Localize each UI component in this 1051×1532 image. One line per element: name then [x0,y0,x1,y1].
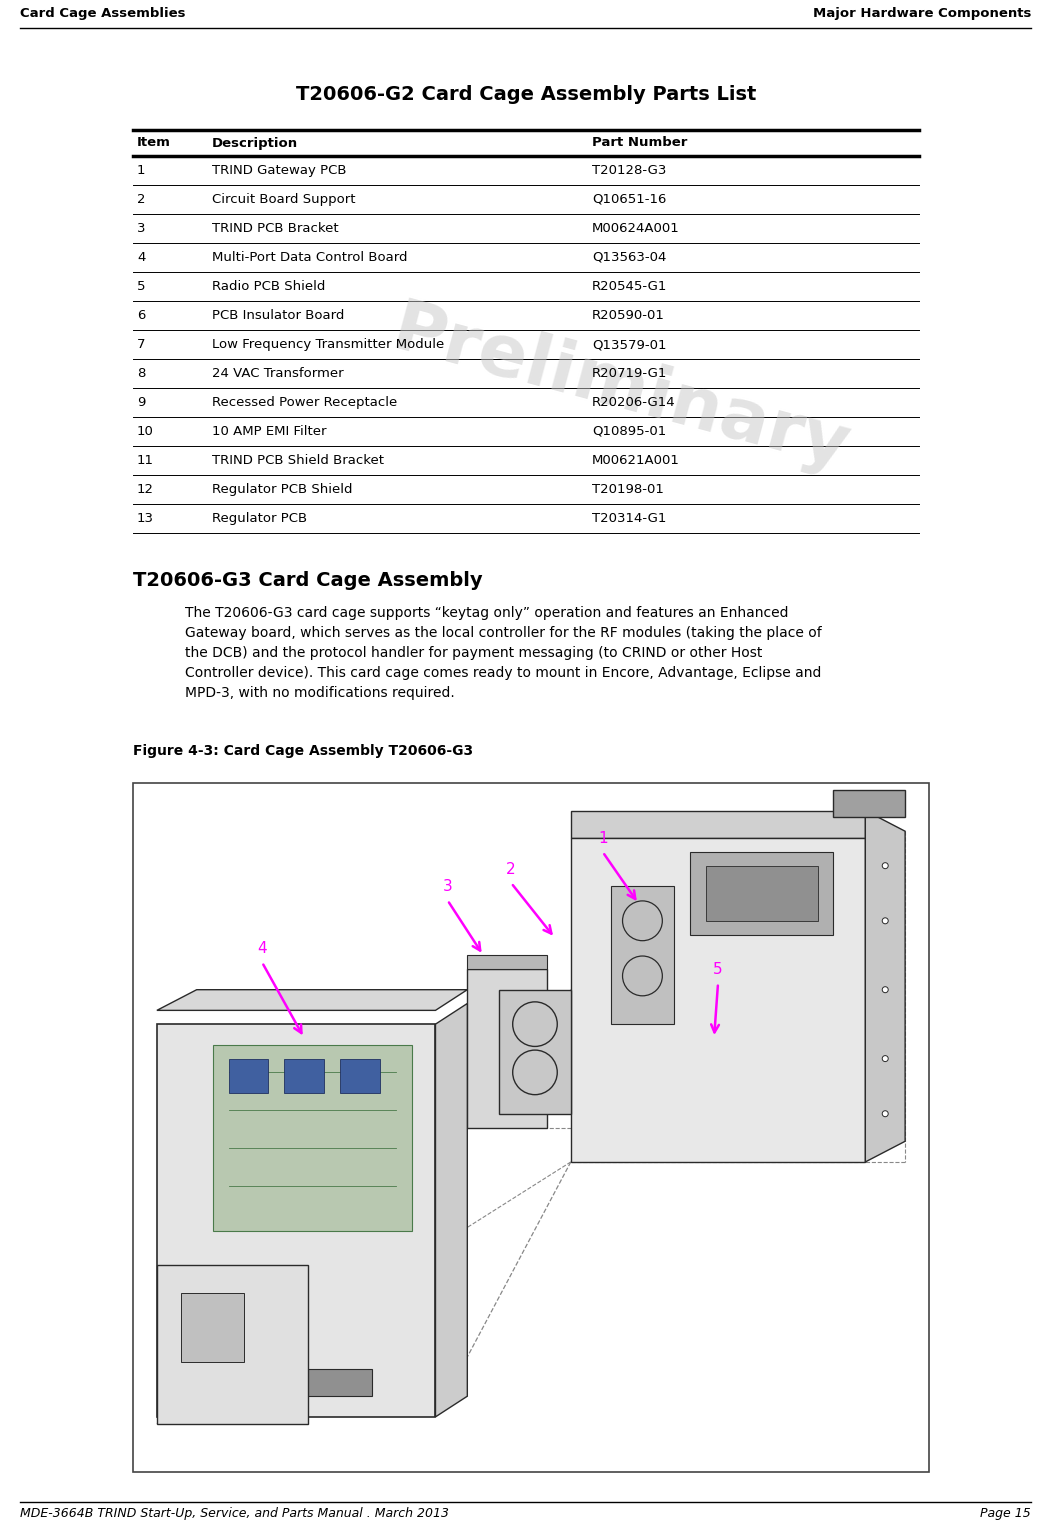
Text: Circuit Board Support: Circuit Board Support [212,193,355,205]
Text: R20206-G14: R20206-G14 [592,395,676,409]
Text: 8: 8 [137,368,145,380]
Polygon shape [706,866,818,921]
Polygon shape [611,887,675,1025]
Text: Gateway board, which serves as the local controller for the RF modules (taking t: Gateway board, which serves as the local… [185,627,822,640]
Text: 6: 6 [137,309,145,322]
Text: Multi-Port Data Control Board: Multi-Port Data Control Board [212,251,408,264]
Polygon shape [157,1025,435,1417]
Polygon shape [571,838,865,1161]
Polygon shape [228,1059,268,1092]
Text: Part Number: Part Number [592,136,687,150]
Text: 9: 9 [137,395,145,409]
Text: Regulator PCB: Regulator PCB [212,512,307,525]
Polygon shape [228,1368,372,1396]
Text: MDE-3664B TRIND Start-Up, Service, and Parts Manual . March 2013: MDE-3664B TRIND Start-Up, Service, and P… [20,1507,449,1520]
Text: 24 VAC Transformer: 24 VAC Transformer [212,368,344,380]
Circle shape [882,918,888,924]
Text: 7: 7 [137,339,145,351]
Text: Regulator PCB Shield: Regulator PCB Shield [212,483,352,496]
Text: Q13563-04: Q13563-04 [592,251,666,264]
Text: T20128-G3: T20128-G3 [592,164,666,178]
Text: T20606-G2 Card Cage Assembly Parts List: T20606-G2 Card Cage Assembly Parts List [295,84,756,104]
Text: Item: Item [137,136,171,150]
Text: 3: 3 [137,222,145,234]
Text: Recessed Power Receptacle: Recessed Power Receptacle [212,395,397,409]
Polygon shape [212,1045,412,1230]
Polygon shape [468,970,547,1128]
Polygon shape [435,1003,468,1417]
Text: Q10651-16: Q10651-16 [592,193,666,205]
Text: Figure 4-3: Card Cage Assembly T20606-G3: Figure 4-3: Card Cage Assembly T20606-G3 [133,745,473,758]
Text: TRIND PCB Bracket: TRIND PCB Bracket [212,222,338,234]
Text: PCB Insulator Board: PCB Insulator Board [212,309,345,322]
Text: 10: 10 [137,424,153,438]
Text: 5: 5 [714,962,723,977]
Polygon shape [691,852,833,935]
Polygon shape [865,810,905,1161]
Text: R20719-G1: R20719-G1 [592,368,667,380]
Text: T20606-G3 Card Cage Assembly: T20606-G3 Card Cage Assembly [133,571,482,590]
Text: Controller device). This card cage comes ready to mount in Encore, Advantage, Ec: Controller device). This card cage comes… [185,666,822,680]
Text: M00624A001: M00624A001 [592,222,680,234]
Text: 10 AMP EMI Filter: 10 AMP EMI Filter [212,424,327,438]
Polygon shape [157,990,468,1011]
Text: 4: 4 [257,941,267,956]
Polygon shape [833,791,905,818]
Text: Description: Description [212,136,298,150]
Text: 4: 4 [137,251,145,264]
Polygon shape [339,1059,379,1092]
Text: 2: 2 [137,193,145,205]
Text: Low Frequency Transmitter Module: Low Frequency Transmitter Module [212,339,445,351]
Polygon shape [499,990,571,1114]
Text: Radio PCB Shield: Radio PCB Shield [212,280,326,293]
Circle shape [882,863,888,869]
Text: 11: 11 [137,453,154,467]
Circle shape [882,1111,888,1117]
Polygon shape [181,1293,245,1362]
Text: The T20606-G3 card cage supports “keytag only” operation and features an Enhance: The T20606-G3 card cage supports “keytag… [185,607,788,620]
Text: M00621A001: M00621A001 [592,453,680,467]
Text: 5: 5 [137,280,145,293]
Text: 1: 1 [598,830,607,846]
Circle shape [882,1056,888,1062]
Circle shape [882,987,888,993]
Polygon shape [157,1265,308,1423]
Text: Q10895-01: Q10895-01 [592,424,666,438]
Text: TRIND PCB Shield Bracket: TRIND PCB Shield Bracket [212,453,384,467]
Text: Q13579-01: Q13579-01 [592,339,666,351]
Text: Preliminary: Preliminary [385,296,857,484]
Text: the DCB) and the protocol handler for payment messaging (to CRIND or other Host: the DCB) and the protocol handler for pa… [185,647,762,660]
Text: TRIND Gateway PCB: TRIND Gateway PCB [212,164,347,178]
Text: R20545-G1: R20545-G1 [592,280,667,293]
Text: 1: 1 [137,164,145,178]
Text: MPD-3, with no modifications required.: MPD-3, with no modifications required. [185,686,455,700]
Text: T20314-G1: T20314-G1 [592,512,666,525]
Text: Major Hardware Components: Major Hardware Components [812,6,1031,20]
Text: 13: 13 [137,512,154,525]
Bar [133,783,929,1472]
Text: Card Cage Assemblies: Card Cage Assemblies [20,6,185,20]
Text: R20590-01: R20590-01 [592,309,665,322]
Text: 2: 2 [507,863,516,876]
Text: Page 15: Page 15 [981,1507,1031,1520]
Text: 3: 3 [442,879,452,895]
Text: 12: 12 [137,483,154,496]
Polygon shape [284,1059,324,1092]
Polygon shape [468,956,547,970]
Polygon shape [571,810,865,838]
Text: T20198-01: T20198-01 [592,483,664,496]
